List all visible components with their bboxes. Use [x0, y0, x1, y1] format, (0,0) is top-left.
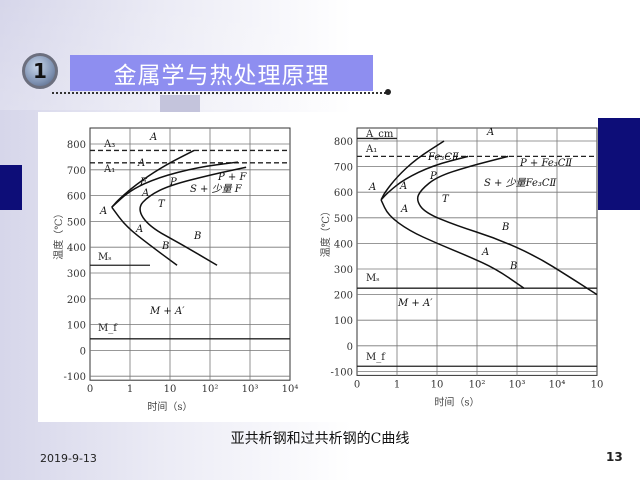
- slide-date: 2019-9-13: [40, 452, 97, 465]
- y-tick-label: 100: [334, 316, 353, 327]
- phase-label: S + 少量 F: [190, 183, 243, 195]
- y-tick-label: 100: [67, 321, 86, 332]
- divider-end-dot: [385, 89, 391, 95]
- y-tick-label: 300: [67, 269, 86, 280]
- phase-label: T: [442, 194, 450, 205]
- y-tick-label: 800: [334, 137, 353, 148]
- y-tick-label: 700: [334, 163, 353, 174]
- phase-label: A: [481, 247, 489, 258]
- transformation-curve: [380, 140, 445, 201]
- phase-label: M + A′: [149, 306, 185, 317]
- phase-label: T: [158, 199, 166, 210]
- phase-label: A: [399, 181, 407, 192]
- x-tick-label: 0: [354, 379, 360, 390]
- y-tick-label: 400: [67, 243, 86, 254]
- figure-panel: [38, 112, 598, 422]
- transformation-curve: [416, 155, 598, 296]
- x-axis-label: 时间（s）: [147, 400, 192, 413]
- y-tick-label: 0: [80, 346, 86, 357]
- y-axis-label: 温度（℃）: [52, 209, 65, 260]
- phase-label: P: [429, 171, 437, 182]
- x-tick-label: 10²: [202, 384, 219, 395]
- transformation-curve: [380, 155, 469, 201]
- phase-label: F: [139, 177, 148, 188]
- y-tick-label: 500: [67, 217, 86, 228]
- phase-label: B: [509, 261, 517, 272]
- y-axis-label: 温度（℃）: [319, 206, 332, 257]
- y-tick-label: 200: [334, 291, 353, 302]
- phase-label: Fe₃CⅡ: [427, 152, 459, 163]
- phase-label: A: [368, 182, 376, 193]
- phase-label: A: [400, 204, 408, 215]
- transformation-curve: [111, 161, 239, 208]
- x-tick-label: 10⁴: [549, 379, 566, 390]
- y-tick-label: 500: [334, 214, 353, 225]
- phase-label: P: [169, 177, 177, 188]
- y-tick-label: -100: [64, 372, 86, 383]
- y-tick-label: -100: [331, 367, 353, 378]
- x-tick-label: 1: [394, 379, 400, 390]
- x-tick-label: 10³: [509, 379, 526, 390]
- x-tick-label: 10⁴: [282, 384, 299, 395]
- x-tick-label: 10: [431, 379, 444, 390]
- y-tick-label: 600: [67, 192, 86, 203]
- line-label: M_f: [98, 323, 118, 334]
- phase-label: S + 少量Fe₃CⅡ: [484, 177, 557, 189]
- phase-label: A: [141, 188, 149, 199]
- x-tick-label: 0: [87, 384, 93, 395]
- y-tick-label: 700: [67, 166, 86, 177]
- phase-label: B: [193, 231, 201, 242]
- decor-block-right: [598, 118, 640, 210]
- line-label: M_f: [366, 352, 386, 363]
- x-axis-label: 时间（s）: [434, 395, 479, 408]
- y-tick-label: 300: [334, 265, 353, 276]
- decor-block: [160, 95, 200, 112]
- y-tick-label: 0: [347, 342, 353, 353]
- x-tick-label: 10: [591, 379, 604, 390]
- figure-caption: 亚共析钢和过共析钢的C曲线: [230, 431, 410, 447]
- title-divider: [52, 92, 386, 94]
- x-tick-label: 10²: [469, 379, 486, 390]
- line-label: Mₛ: [366, 273, 380, 284]
- line-label: A_cm: [365, 129, 394, 140]
- transformation-curve: [139, 166, 247, 266]
- slide-title: 金属学与热处理原理: [70, 55, 373, 91]
- section-number: 1: [33, 59, 47, 83]
- phase-label: A: [149, 132, 157, 143]
- phase-label: A: [137, 158, 145, 169]
- transformation-curve: [111, 149, 195, 208]
- plot-frame: [89, 127, 291, 381]
- phase-label: B: [501, 222, 509, 233]
- y-tick-label: 800: [67, 140, 86, 151]
- y-tick-label: 200: [67, 295, 86, 306]
- phase-label: M + A′: [397, 298, 433, 309]
- page-number: 13: [606, 450, 623, 464]
- y-tick-label: 600: [334, 188, 353, 199]
- section-number-badge: 1: [22, 53, 58, 89]
- line-label: A₃: [103, 139, 115, 150]
- phase-label: A: [99, 206, 107, 217]
- line-label: A₁: [103, 164, 115, 175]
- x-tick-label: 10³: [242, 384, 259, 395]
- transformation-curve: [111, 206, 178, 266]
- line-label: A₁: [365, 144, 377, 155]
- phase-label: A: [135, 224, 143, 235]
- line-label: Mₛ: [98, 252, 112, 263]
- x-tick-label: 10: [164, 384, 177, 395]
- phase-label: P + F: [217, 172, 247, 183]
- phase-label: B: [161, 241, 169, 252]
- x-tick-label: 1: [127, 384, 133, 395]
- transformation-curve: [380, 199, 525, 289]
- decor-block-left: [0, 165, 22, 210]
- y-tick-label: 400: [334, 239, 353, 250]
- phase-label: P + Fe₃CⅡ: [519, 158, 572, 169]
- phase-label: A: [486, 127, 494, 138]
